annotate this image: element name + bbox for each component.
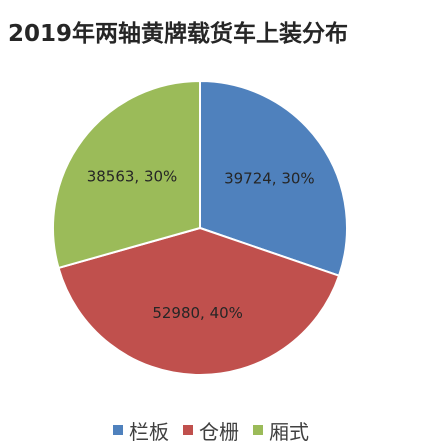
legend-item-xiangshi: 厢式 [253,416,309,445]
pie-slice-xiangshi [52,79,201,270]
pie-chart: 39724, 30% 52980, 40% 38563, 30% [52,79,348,376]
legend-swatch-xiangshi [253,425,263,435]
legend: 栏板 仓栅 厢式 [0,416,422,445]
legend-item-lanban: 栏板 [113,416,169,445]
data-label-cangzha: 52980, 40% [152,304,243,322]
legend-label-lanban: 栏板 [129,419,169,444]
legend-swatch-cangzha [183,425,193,435]
data-label-lanban: 39724, 30% [224,169,315,187]
pie-slice-cangzha [57,226,341,376]
legend-label-xiangshi: 厢式 [269,419,309,444]
legend-item-cangzha: 仓栅 [183,416,239,445]
data-label-xiangshi: 38563, 30% [87,168,178,186]
legend-label-cangzha: 仓栅 [199,419,239,444]
chart-title: 2019年两轴黄牌载货车上装分布 [8,21,349,47]
pie-slice-lanban [199,79,348,277]
legend-swatch-lanban [113,425,123,435]
